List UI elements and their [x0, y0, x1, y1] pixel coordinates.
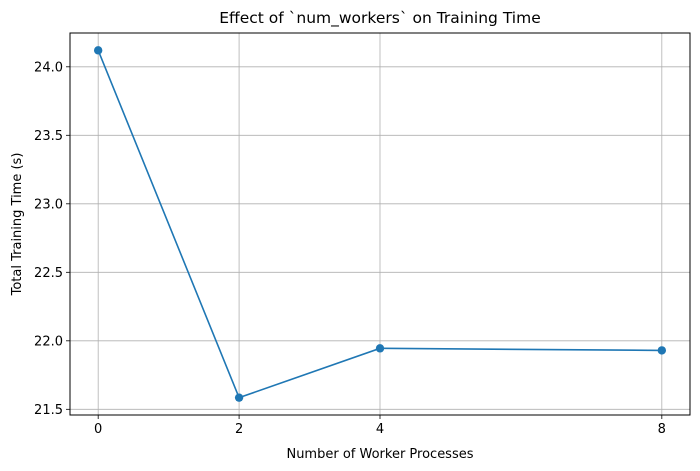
- x-axis-label: Number of Worker Processes: [286, 447, 473, 462]
- x-tick-label: 8: [658, 422, 666, 437]
- x-tick-label: 0: [94, 422, 102, 437]
- chart-title: Effect of `num_workers` on Training Time: [219, 9, 541, 28]
- y-tick-label: 22.0: [34, 334, 63, 349]
- data-point: [234, 393, 244, 402]
- y-tick-label: 23.5: [34, 129, 63, 144]
- y-axis-ticks: 21.5 22.0 22.5 23.0 23.5 24.0: [34, 60, 70, 418]
- series-layer: [93, 46, 667, 402]
- y-tick-label: 22.5: [34, 266, 63, 281]
- y-tick-label: 23.0: [34, 197, 63, 212]
- series-line: [97, 50, 662, 399]
- y-tick-label: 21.5: [34, 403, 63, 418]
- data-point: [375, 344, 385, 353]
- y-axis-label: Total Training Time (s): [10, 153, 25, 297]
- data-point: [93, 46, 103, 55]
- data-point: [657, 346, 667, 355]
- x-tick-label: 4: [376, 422, 384, 437]
- plot-frame: [69, 32, 691, 416]
- y-tick-label: 24.0: [34, 60, 63, 75]
- x-axis-ticks: 0 2 4 8: [94, 415, 666, 437]
- x-tick-label: 2: [235, 422, 243, 437]
